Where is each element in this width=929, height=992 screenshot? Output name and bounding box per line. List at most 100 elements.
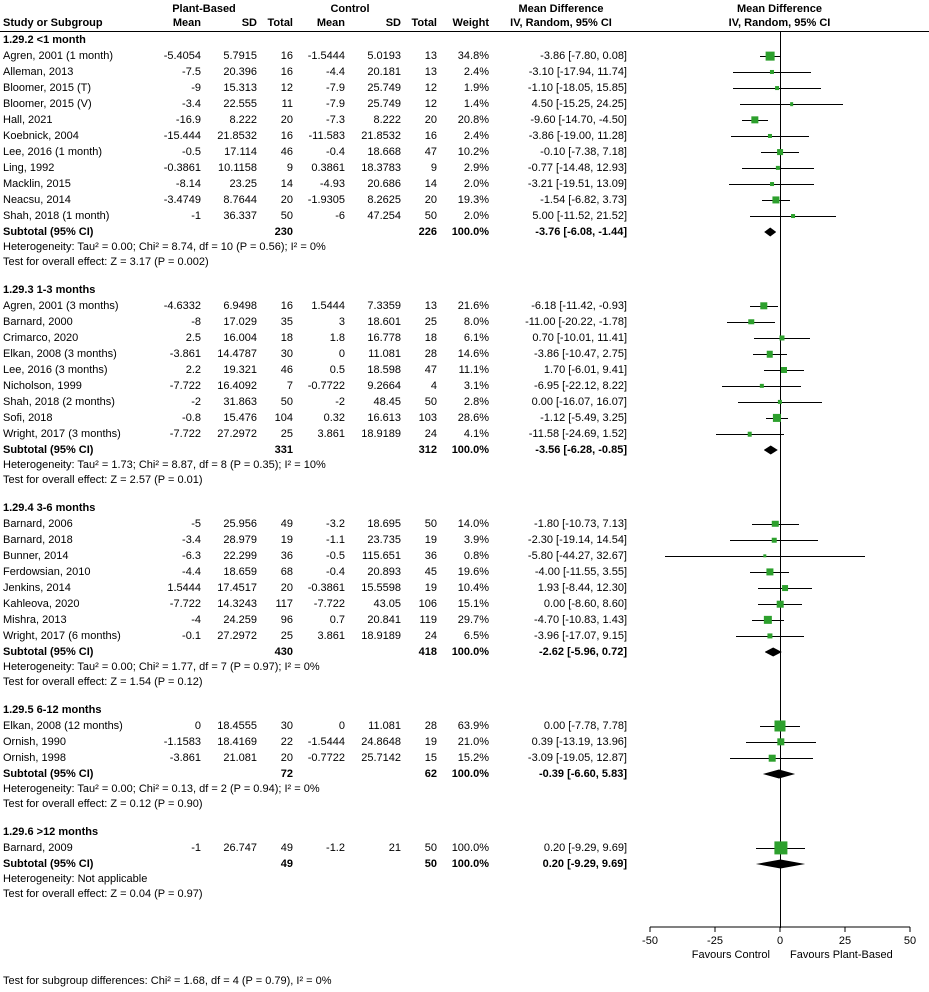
study-weight: 11.1%: [458, 364, 489, 376]
control-sd: 18.601: [367, 316, 401, 328]
plant-sd: 15.476: [223, 412, 257, 424]
effect-marker: [772, 196, 780, 204]
spacer: [404, 2, 440, 16]
study-label: Sofi, 2018: [3, 412, 53, 424]
control-total-header: Total: [411, 17, 437, 29]
plant-mean: -2: [191, 396, 201, 408]
control-mean: -1.5444: [307, 50, 345, 62]
effect-marker: [763, 615, 772, 625]
plant-mean: -7.722: [169, 598, 201, 610]
plant-total: 14: [280, 178, 293, 190]
control-total: 106: [418, 598, 437, 610]
study-row: Shah, 2018 (2 months) -2 31.863 50 -2 48.45 50…: [0, 394, 929, 410]
plant-sd: 17.029: [223, 316, 257, 328]
plant-sd: 36.337: [223, 210, 257, 222]
plant-mean: -1: [191, 842, 201, 854]
study-label: Barnard, 2018: [3, 534, 73, 546]
spacer: [0, 962, 929, 974]
plant-mean: -8: [191, 316, 201, 328]
control-total: 13: [424, 300, 437, 312]
subgroup-title-row: 1.29.3 1-3 months: [0, 282, 929, 298]
study-weight: 2.0%: [463, 178, 489, 190]
plant-mean: -6.3: [182, 550, 201, 562]
effect-marker: [767, 633, 773, 639]
ci-plot: [630, 330, 929, 346]
control-total-sum: 62: [424, 768, 437, 780]
plant-mean: 1.5444: [167, 582, 201, 594]
cell-empty: [348, 856, 404, 872]
study-weight: 1.4%: [463, 98, 489, 110]
study-row: Hall, 2021 -16.9 8.222 20 -7.3 8.222 20 20.8% -9…: [0, 112, 929, 128]
subtotal-weight: 100.0%: [451, 646, 489, 658]
control-mean: 0.5: [329, 364, 345, 376]
effect-marker: [775, 86, 780, 90]
plant-total: 22: [280, 736, 293, 748]
study-label: Ling, 1992: [3, 162, 55, 174]
control-sd: 8.2625: [367, 194, 401, 206]
plant-total: 20: [280, 752, 293, 764]
study-row: Barnard, 2006 -5 25.956 49 -3.2 18.695 50 14.0%…: [0, 516, 929, 532]
plant-total: 16: [280, 50, 293, 62]
study-weight: 15.1%: [457, 598, 489, 610]
ci-plot: [630, 548, 929, 564]
subtotal-plot: [630, 644, 929, 660]
plant-sd: 10.1158: [218, 162, 257, 174]
x-axis: -50 -25 0 25 50: [630, 926, 929, 948]
ci-text: -2.30 [-19.14, 14.54]: [527, 534, 627, 546]
effect-marker: [769, 69, 774, 75]
control-sd: 21.8532: [361, 130, 401, 142]
plant-mean: -0.3861: [163, 162, 201, 174]
control-total: 24: [424, 630, 437, 642]
subgroup-title-row: 1.29.6 >12 months: [0, 824, 929, 840]
subgroup-gap: [0, 690, 929, 702]
ci-text: -6.95 [-22.12, 8.22]: [534, 380, 627, 392]
control-total: 28: [424, 348, 437, 360]
control-mean: -1.9305: [307, 194, 345, 206]
control-sd: 18.9189: [361, 630, 401, 642]
control-total-sum: 226: [418, 226, 437, 238]
control-total: 9: [430, 162, 437, 174]
plant-total: 46: [280, 364, 293, 376]
ci-plot: [630, 532, 929, 548]
subgroup-title-row: 1.29.5 6-12 months: [0, 702, 929, 718]
plant-mean: -4.6332: [163, 300, 201, 312]
plant-total: 25: [280, 630, 293, 642]
study-label: Ornish, 1998: [3, 752, 66, 764]
subgroup-gap: [0, 488, 929, 500]
plant-sd: 21.081: [223, 752, 257, 764]
plant-sd: 22.555: [223, 98, 257, 110]
cell-empty: [148, 766, 204, 782]
cell-empty: [348, 442, 404, 458]
study-label: Alleman, 2013: [3, 66, 74, 78]
weight-column-header: Weight: [452, 17, 489, 29]
plant-mean: -9: [191, 82, 201, 94]
study-weight: 19.6%: [457, 566, 489, 578]
subtotal-label: Subtotal (95% CI): [3, 858, 94, 870]
control-sd: 18.695: [367, 518, 401, 530]
effect-marker: [789, 102, 794, 106]
effect-marker: [766, 568, 774, 576]
effect-marker: [766, 350, 774, 358]
plant-sd: 14.3243: [217, 598, 257, 610]
plant-total: 96: [280, 614, 293, 626]
control-sd: 11.081: [368, 348, 401, 360]
plant-mean: 0: [194, 720, 201, 732]
favours-row: Favours Control Favours Plant-Based: [0, 948, 929, 962]
control-sd: 18.598: [367, 364, 401, 376]
study-weight: 34.8%: [457, 50, 489, 62]
effect-marker: [751, 116, 759, 124]
control-mean: -2: [335, 396, 345, 408]
control-mean: -7.9: [326, 82, 345, 94]
ci-plot-column-header: IV, Random, 95% CI: [728, 17, 831, 29]
ci-text: -0.10 [-7.38, 7.18]: [540, 146, 627, 158]
plant-total: 49: [280, 518, 293, 530]
plant-mean: -1: [191, 210, 201, 222]
control-total: 14: [424, 178, 437, 190]
favours-plant-based-label: Favours Plant-Based: [790, 949, 893, 961]
subtotal-ci-text: -0.39 [-6.60, 5.83]: [538, 768, 627, 780]
control-total-sum: 312: [418, 444, 437, 456]
ci-plot: [630, 48, 929, 64]
spacer: [0, 948, 630, 962]
study-weight: 10.2%: [457, 146, 489, 158]
plant-sd: 18.4555: [217, 720, 257, 732]
